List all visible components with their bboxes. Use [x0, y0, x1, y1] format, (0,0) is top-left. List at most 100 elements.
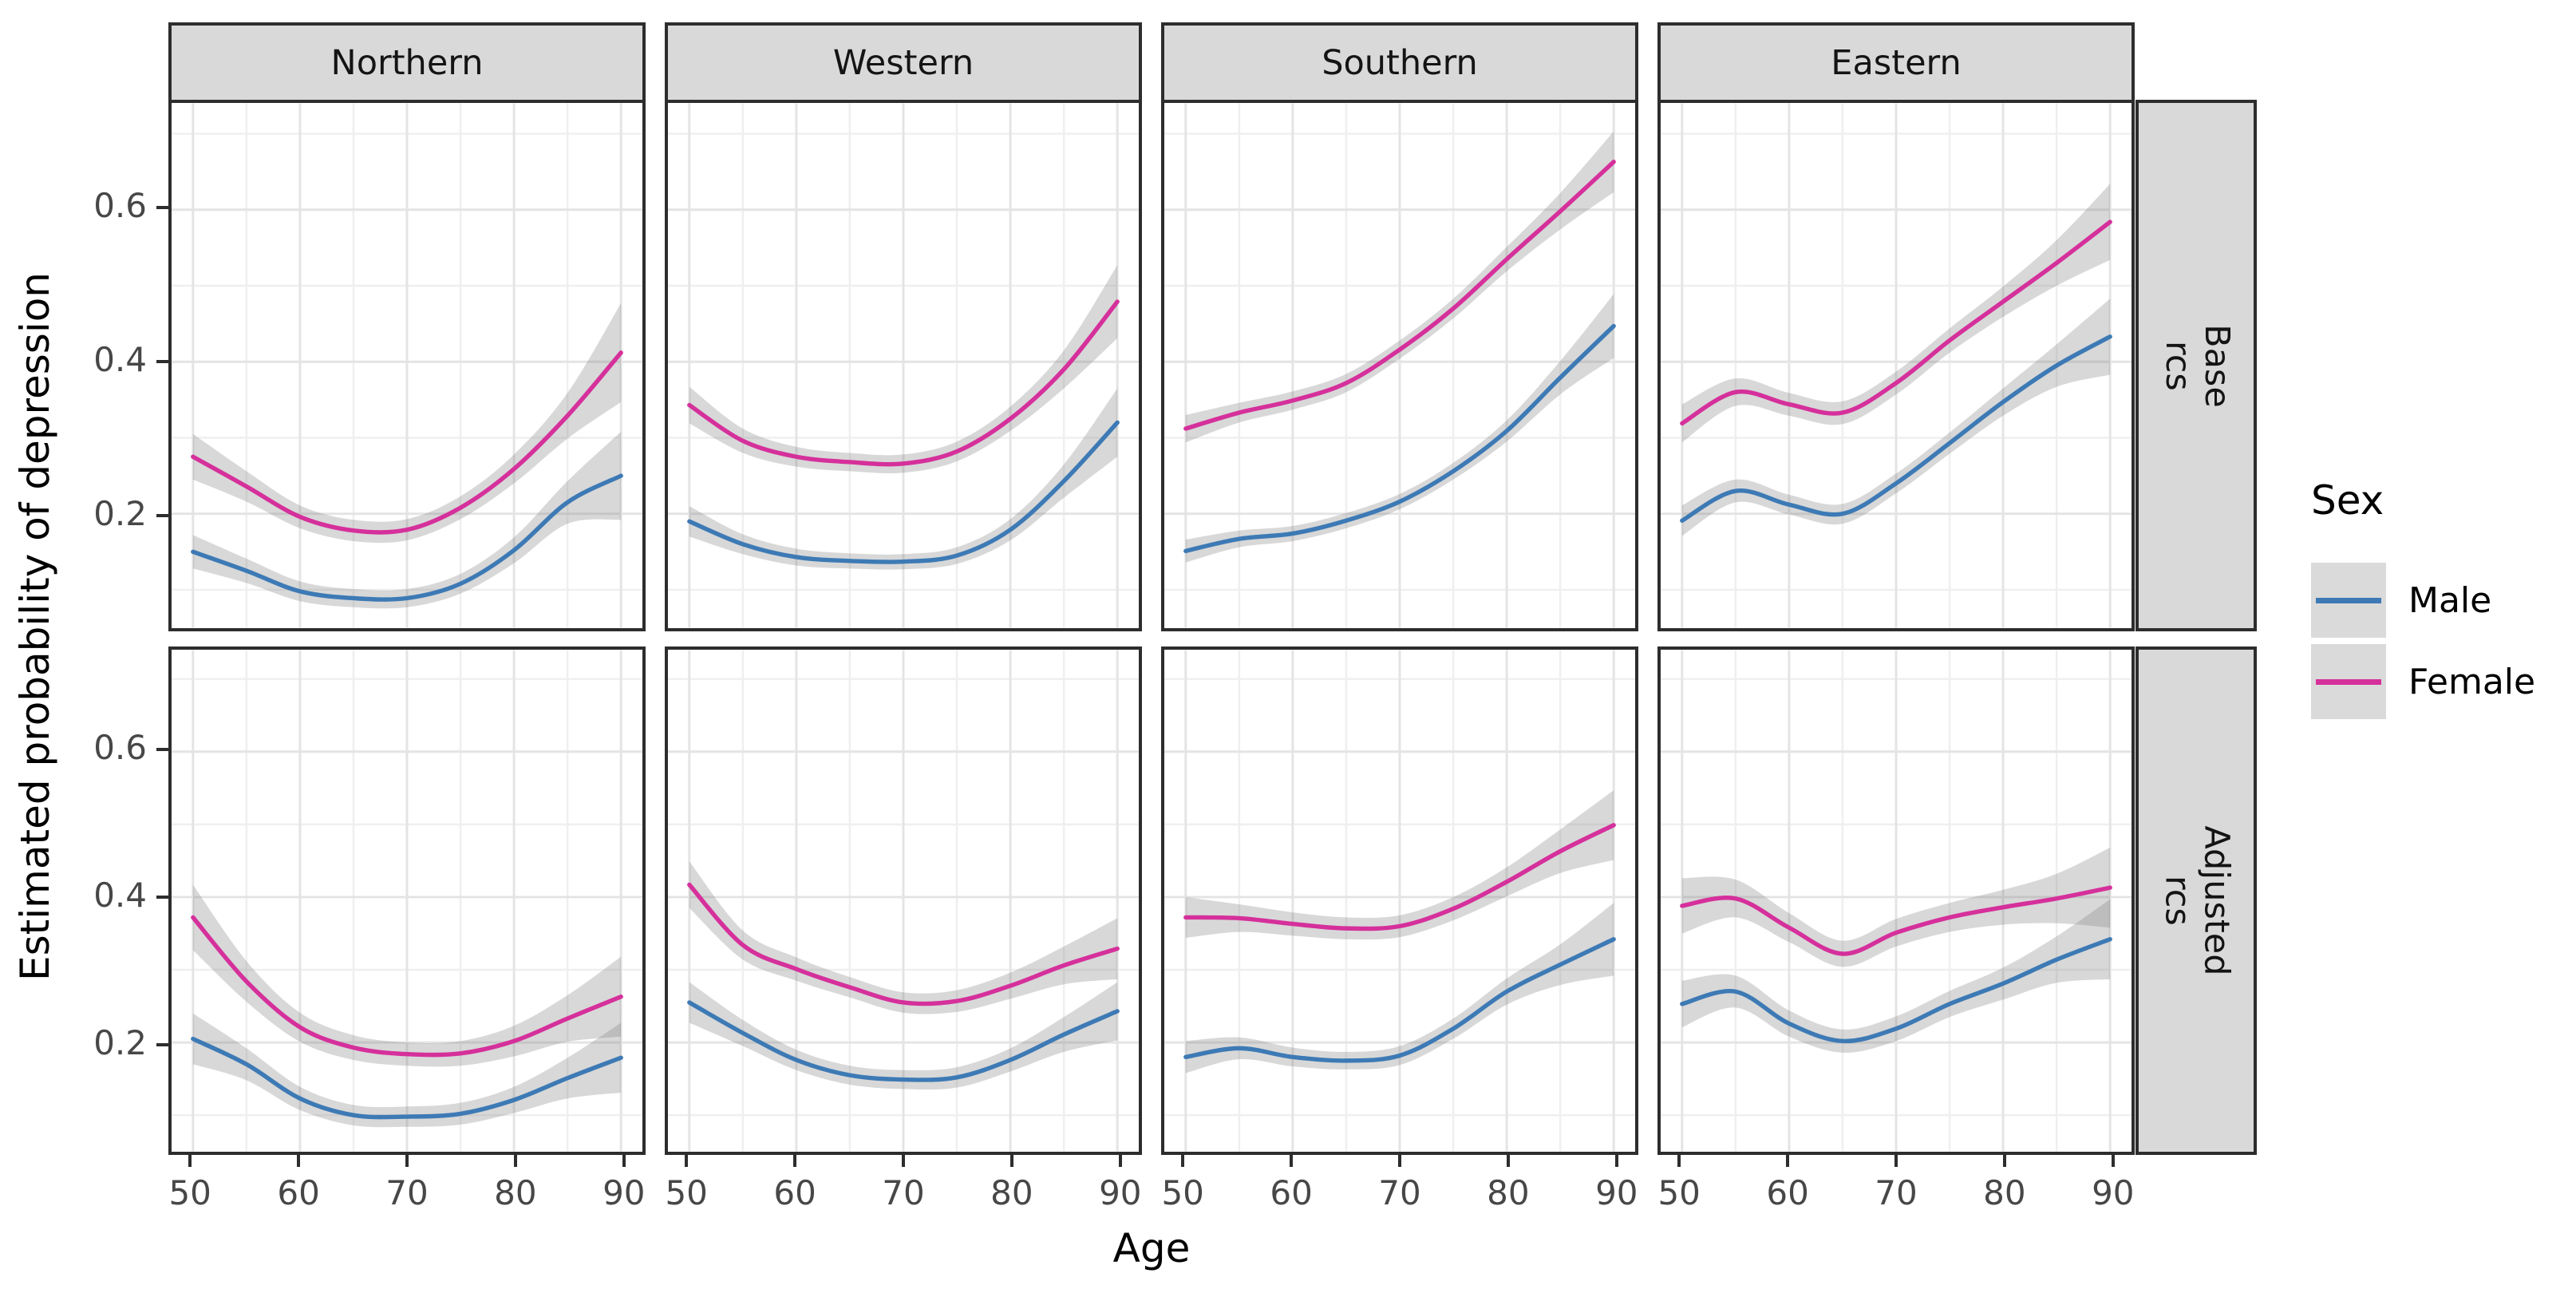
x-tick-label: 80	[1487, 1173, 1530, 1212]
trend-line-female	[1183, 160, 1616, 431]
panel-adjusted-eastern	[1657, 647, 2135, 1155]
ci-ribbon-female	[192, 884, 622, 1067]
panel-plot-area	[1661, 650, 2132, 1152]
x-tick-mark	[297, 1155, 301, 1167]
panel-plot-area	[668, 103, 1139, 628]
x-tick-label: 60	[773, 1173, 816, 1212]
x-tick-label: 80	[990, 1173, 1033, 1212]
ci-ribbon-male	[689, 982, 1118, 1090]
facet-strip-southern: Southern	[1161, 22, 1638, 103]
trend-line-female	[687, 882, 1120, 1006]
facet-strip-base-rcs: Base rcs	[2135, 100, 2257, 631]
trend-line-female	[191, 915, 623, 1058]
x-tick-label: 90	[2092, 1173, 2135, 1212]
y-tick-label: 0.2	[93, 1022, 147, 1062]
gridlines	[1164, 650, 1635, 1152]
x-tick-mark	[1290, 1155, 1294, 1167]
x-tick-label: 60	[1270, 1173, 1313, 1212]
panel-adjusted-northern	[168, 647, 646, 1155]
facet-strip-northern: Northern	[168, 22, 646, 103]
gridlines	[172, 103, 642, 628]
x-tick-mark	[2002, 1155, 2006, 1167]
facet-strip-adjusted-rcs: Adjusted rcs	[2135, 647, 2257, 1155]
y-tick-label: 0.6	[93, 186, 147, 226]
trend-line-male	[191, 1036, 623, 1120]
gridlines	[1661, 650, 2132, 1152]
panel-plot-area	[172, 650, 642, 1152]
ci-ribbon-female	[1185, 131, 1614, 443]
x-tick-mark	[622, 1155, 626, 1167]
facet-strip-eastern-label: Eastern	[1831, 42, 1962, 83]
x-tick-mark	[1506, 1155, 1510, 1167]
x-tick-mark	[2111, 1155, 2115, 1167]
x-axis-title: Age	[1112, 1225, 1191, 1271]
panel-plot-area	[1164, 650, 1635, 1152]
ci-ribbon-female	[689, 861, 1118, 1014]
x-tick-label: 50	[1161, 1173, 1204, 1212]
panel-base-eastern	[1657, 100, 2135, 631]
x-tick-mark	[1009, 1155, 1013, 1167]
panel-base-southern	[1161, 100, 1638, 631]
legend-label-male: Male	[2408, 579, 2492, 621]
x-tick-mark	[1614, 1155, 1618, 1167]
x-tick-mark	[1398, 1155, 1401, 1167]
ci-ribbon-female	[1681, 848, 2111, 967]
x-tick-label: 50	[665, 1173, 708, 1212]
y-tick-mark	[156, 748, 168, 752]
panel-adjusted-western	[665, 647, 1142, 1155]
male-line-swatch	[2316, 597, 2381, 603]
panel-plot-area	[172, 103, 642, 628]
x-tick-label: 50	[1657, 1173, 1701, 1212]
facet-strip-northern-label: Northern	[330, 42, 484, 83]
ci-ribbon-male	[1681, 899, 2111, 1053]
trend-line-female	[1680, 219, 2112, 426]
x-tick-label: 90	[603, 1173, 646, 1212]
x-tick-label: 70	[1875, 1173, 1918, 1212]
ci-ribbon-male	[1185, 294, 1614, 563]
ci-ribbon-male	[1185, 903, 1614, 1074]
y-tick-mark	[156, 1042, 168, 1046]
y-tick-label: 0.4	[93, 875, 147, 915]
y-tick-mark	[156, 895, 168, 899]
y-tick-mark	[156, 514, 168, 518]
ci-ribbon-male	[192, 431, 622, 609]
ci-ribbon-female	[1681, 184, 2111, 443]
trend-line-female	[1183, 823, 1616, 931]
x-tick-label: 90	[1595, 1173, 1638, 1212]
panel-base-western	[665, 100, 1142, 631]
trend-line-male	[1183, 323, 1616, 554]
trend-line-male	[687, 420, 1120, 564]
trend-line-male	[1680, 334, 2112, 523]
gridlines	[172, 650, 642, 1152]
y-axis-title: Estimated probability of depression	[6, 128, 64, 1125]
x-tick-label: 90	[1099, 1173, 1142, 1212]
x-tick-mark	[902, 1155, 905, 1167]
x-tick-mark	[793, 1155, 797, 1167]
trend-line-male	[1183, 937, 1616, 1063]
legend-entry-female: Female	[2311, 643, 2574, 720]
female-line-swatch	[2316, 678, 2381, 685]
panel-plot-area	[1164, 103, 1635, 628]
gridlines	[1164, 103, 1635, 628]
facet-strip-southern-label: Southern	[1322, 42, 1478, 83]
legend-label-female: Female	[2408, 661, 2536, 702]
x-tick-label: 70	[882, 1173, 925, 1212]
ci-ribbon-male	[1681, 299, 2111, 536]
legend: Sex Male Female	[2311, 477, 2574, 725]
panel-base-northern	[168, 100, 646, 631]
x-tick-label: 70	[385, 1173, 429, 1212]
facet-strip-western-label: Western	[832, 42, 974, 83]
legend-entry-male: Male	[2311, 562, 2574, 639]
trend-line-female	[191, 350, 623, 535]
legend-title: Sex	[2311, 477, 2384, 524]
ci-ribbon-female	[1185, 790, 1614, 940]
ci-ribbon-male	[689, 388, 1118, 570]
x-tick-label: 60	[277, 1173, 320, 1212]
x-tick-mark	[1894, 1155, 1898, 1167]
facet-strip-western: Western	[665, 22, 1142, 103]
trend-line-male	[191, 473, 623, 602]
legend-key-female	[2311, 644, 2386, 719]
facet-strip-base-rcs-label: Base rcs	[2157, 323, 2237, 408]
x-tick-label: 70	[1378, 1173, 1421, 1212]
